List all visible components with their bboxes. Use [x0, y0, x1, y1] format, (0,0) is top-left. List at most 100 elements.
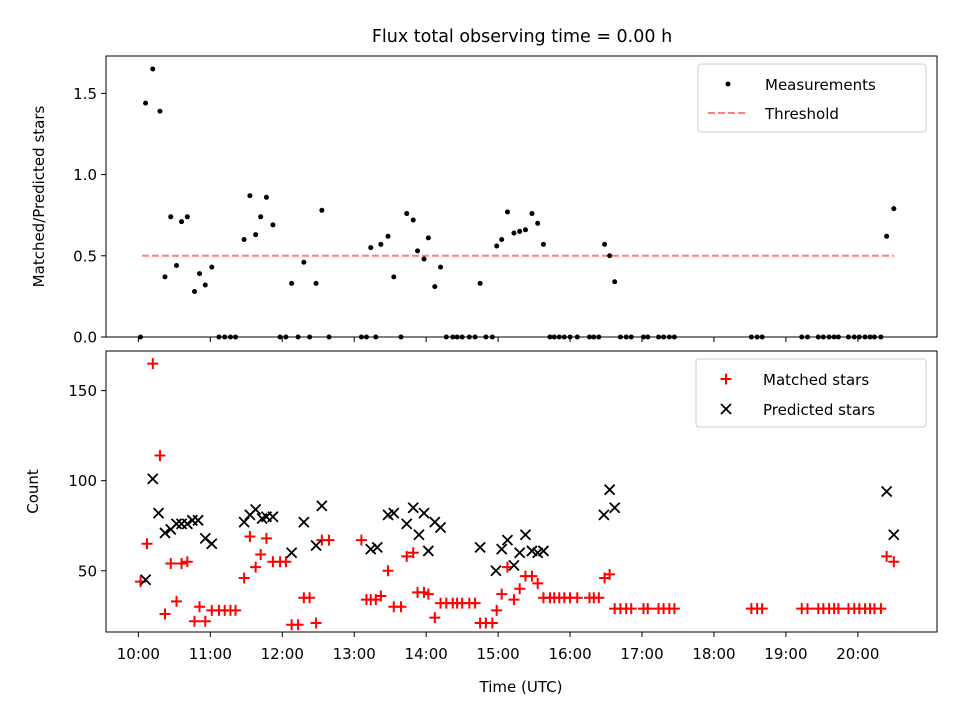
x-tick-label: 12:00	[261, 645, 304, 663]
measurement-point	[540, 241, 546, 247]
predicted-star-point	[238, 516, 250, 528]
legend-measurements-label: Measurements	[765, 76, 876, 94]
matched-star-point	[181, 556, 193, 568]
measurement-point	[184, 214, 190, 220]
predicted-stars-points	[139, 473, 900, 586]
measurement-point	[535, 220, 541, 226]
legend-matched-label: Matched stars	[763, 371, 869, 389]
predicted-star-point	[880, 485, 893, 498]
measurement-point	[504, 209, 510, 215]
measurement-point	[168, 214, 174, 220]
measurement-point	[179, 219, 185, 225]
predicted-star-point	[170, 518, 183, 530]
measurement-point	[432, 284, 438, 290]
matched-star-point	[154, 449, 166, 461]
bottom-legend-box	[695, 358, 927, 428]
top-y-axis-label: Matched/Predicted stars	[30, 106, 48, 288]
predicted-star-point	[496, 543, 508, 555]
matched-star-point	[147, 358, 159, 370]
top-y-tick-label: 0.5	[73, 247, 97, 265]
matched-star-point	[310, 617, 322, 629]
matched-star-point	[255, 549, 267, 561]
x-tick-label: 16:00	[548, 645, 591, 663]
measurement-point	[378, 241, 384, 247]
matched-star-point	[244, 531, 256, 543]
measurement-point	[209, 264, 215, 270]
predicted-star-point	[298, 516, 310, 528]
matched-star-point	[422, 588, 434, 600]
matched-star-point	[395, 601, 407, 613]
matched-star-point	[625, 603, 637, 615]
matched-star-point	[165, 558, 177, 570]
measurement-point	[258, 214, 264, 220]
measurement-point	[253, 232, 259, 238]
predicted-star-point	[310, 539, 322, 552]
measurement-point	[607, 253, 613, 259]
predicted-star-point	[181, 518, 193, 530]
measurement-point	[202, 282, 208, 288]
matched-star-point	[250, 561, 262, 573]
x-tick-label: 19:00	[764, 645, 807, 663]
matched-star-point	[491, 604, 503, 616]
matched-star-point	[407, 547, 419, 559]
matched-star-point	[382, 565, 394, 577]
top-y-tick-label: 1.0	[73, 166, 97, 184]
predicted-star-point	[401, 518, 413, 530]
matched-star-point	[486, 617, 498, 629]
matched-star-point	[375, 590, 387, 602]
bottom-y-tick-label: 50	[78, 562, 97, 580]
measurement-point	[319, 207, 325, 213]
bottom-ticks: 10:00 11:00 12:00 13:00 14:00 15:00 16:00 17:00…	[68, 382, 879, 663]
matched-star-point	[756, 603, 768, 615]
matched-stars-points	[135, 358, 900, 631]
matched-star-point	[875, 603, 887, 615]
predicted-star-point	[888, 529, 900, 541]
matched-star-point	[176, 558, 188, 570]
figure-title: Flux total observing time = 0.00 h	[372, 27, 672, 47]
measurement-point	[891, 206, 897, 212]
matched-star-point	[593, 592, 605, 604]
predicted-star-point	[388, 507, 400, 519]
predicted-star-point	[147, 473, 159, 485]
measurement-point	[410, 217, 416, 223]
top-legend-box	[697, 63, 927, 133]
predicted-star-point	[537, 545, 550, 557]
matched-star-point	[199, 615, 211, 627]
matched-star-point	[159, 608, 171, 620]
measurement-point	[425, 235, 431, 241]
top-y-tick-label: 0.0	[73, 329, 97, 347]
measurement-point	[522, 227, 528, 233]
measurement-point	[263, 194, 269, 200]
measurement-point	[404, 211, 410, 217]
measurement-point	[602, 241, 608, 247]
matched-star-point	[194, 601, 206, 613]
measurement-point	[247, 193, 253, 199]
matched-star-point	[832, 603, 844, 615]
predicted-star-point	[501, 534, 514, 546]
legend-predicted-marker	[720, 403, 732, 415]
measurement-point	[385, 233, 391, 239]
matched-star-point	[238, 572, 250, 584]
predicted-star-point	[285, 547, 298, 559]
measurement-point	[612, 279, 618, 285]
top-y-tick-label: 1.5	[73, 85, 97, 103]
predicted-star-point	[206, 538, 218, 550]
measurement-point	[157, 108, 163, 114]
measurement-point	[368, 245, 374, 251]
predicted-star-point	[508, 559, 520, 571]
x-tick-label: 11:00	[189, 645, 232, 663]
predicted-star-point	[609, 502, 621, 514]
matched-star-point	[280, 556, 292, 568]
predicted-star-point	[407, 502, 419, 514]
measurement-point	[143, 100, 149, 106]
matched-star-point	[469, 597, 481, 609]
measurement-point	[884, 233, 890, 239]
predicted-star-point	[316, 500, 328, 512]
predicted-star-point	[514, 547, 526, 559]
predicted-star-point	[152, 507, 165, 519]
x-tick-label: 20:00	[836, 645, 879, 663]
matched-star-point	[188, 615, 200, 627]
bottom-y-tick-label: 100	[68, 472, 97, 490]
predicted-star-point	[422, 545, 434, 557]
bottom-panel: 10:00 11:00 12:00 13:00 14:00 15:00 16:00 17:00…	[24, 350, 938, 696]
